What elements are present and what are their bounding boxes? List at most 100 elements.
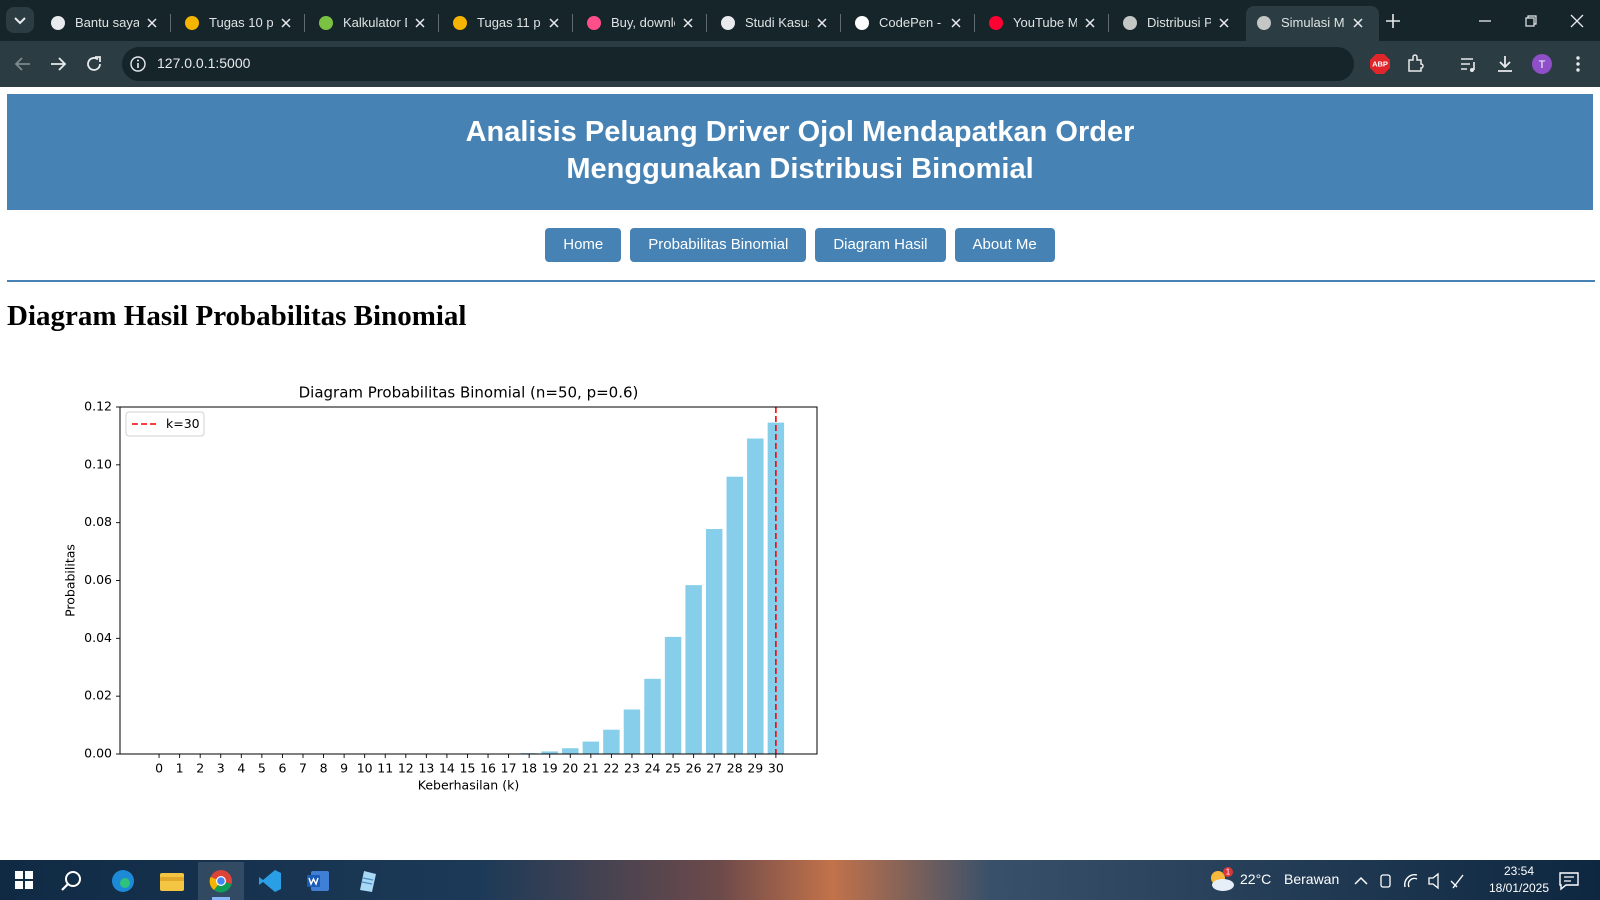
- bar: [562, 748, 579, 754]
- tab-close[interactable]: [146, 17, 158, 29]
- x-tick-label: 13: [418, 761, 434, 776]
- x-tick-label: 12: [398, 761, 414, 776]
- profile-initial: T: [1539, 59, 1546, 71]
- bar: [582, 741, 600, 754]
- browser-tab[interactable]: CodePen - C: [844, 6, 976, 41]
- x-tick-label: 27: [706, 761, 722, 776]
- media-button[interactable]: [1458, 53, 1480, 75]
- close-glyph: [147, 18, 157, 28]
- chrome-icon[interactable]: [198, 862, 244, 900]
- temperature: 22°C: [1240, 871, 1272, 887]
- tab-separator: [572, 14, 573, 32]
- close-window-button[interactable]: [1568, 12, 1586, 30]
- tab-separator: [706, 14, 707, 32]
- system-tray[interactable]: [1353, 871, 1465, 891]
- tab-close[interactable]: [1218, 17, 1230, 29]
- address-bar[interactable]: [122, 47, 1354, 81]
- browser-tab[interactable]: Kalkulator D: [308, 6, 440, 41]
- tab-favicon: [185, 16, 199, 30]
- profile-avatar[interactable]: T: [1530, 52, 1554, 76]
- browser-tab[interactable]: YouTube Mu: [978, 6, 1110, 41]
- x-tick-label: 16: [480, 761, 496, 776]
- extensions-button[interactable]: [1405, 53, 1427, 75]
- minimize-button[interactable]: [1476, 12, 1494, 30]
- x-tick-label: 23: [624, 761, 640, 776]
- x-tick-label: 21: [583, 761, 599, 776]
- notes-icon[interactable]: [354, 868, 380, 894]
- favicon-shape: [1123, 16, 1137, 30]
- x-tick-label: 9: [340, 761, 348, 776]
- close-glyph: [415, 18, 425, 28]
- tab-close[interactable]: [816, 17, 828, 29]
- x-tick-label: 11: [377, 761, 393, 776]
- browser-tab[interactable]: Simulasi Mo: [1246, 6, 1379, 41]
- tab-favicon: [319, 16, 333, 30]
- menu-button[interactable]: [1570, 53, 1586, 75]
- clock-date: 18/01/2025: [1488, 881, 1550, 895]
- edge-icon[interactable]: [110, 868, 136, 894]
- y-tick-label: 0.04: [84, 630, 112, 645]
- browser-tab[interactable]: Tugas 11 pr: [442, 6, 574, 41]
- site-info-icon[interactable]: [129, 55, 147, 73]
- x-tick-label: 30: [768, 761, 784, 776]
- y-tick-label: 0.10: [84, 456, 112, 471]
- tab-separator: [304, 14, 305, 32]
- site-header: Analisis Peluang Driver Ojol Mendapatkan…: [7, 94, 1593, 210]
- word-icon[interactable]: [305, 868, 331, 894]
- x-tick-label: 14: [439, 761, 455, 776]
- explorer-icon[interactable]: [158, 868, 186, 894]
- vscode-icon[interactable]: [257, 868, 283, 894]
- tab-search-button[interactable]: [6, 7, 34, 33]
- start-button[interactable]: [14, 870, 34, 890]
- browser-tab[interactable]: Distribusi P: [1112, 6, 1244, 41]
- browser-tab[interactable]: Studi Kasus: [710, 6, 842, 41]
- nav-button[interactable]: Diagram Hasil: [815, 228, 946, 262]
- tab-close[interactable]: [548, 17, 560, 29]
- x-tick-label: 22: [603, 761, 619, 776]
- tab-close[interactable]: [280, 17, 292, 29]
- tab-close[interactable]: [414, 17, 426, 29]
- tab-close[interactable]: [950, 17, 962, 29]
- adblock-badge: ABP: [1372, 59, 1388, 68]
- x-tick-label: 6: [278, 761, 286, 776]
- tab-title: Tugas 11 pr: [477, 15, 541, 30]
- reload-button[interactable]: [83, 53, 105, 75]
- close-glyph: [951, 18, 961, 28]
- nav-bar: Home Probabilitas Binomial Diagram Hasil Ab…: [0, 228, 1600, 262]
- forward-button[interactable]: [47, 53, 69, 75]
- x-tick-label: 19: [542, 761, 558, 776]
- nav-button[interactable]: Probabilitas Binomial: [630, 228, 807, 262]
- nav-button[interactable]: About Me: [954, 228, 1055, 262]
- tab-separator: [840, 14, 841, 32]
- x-tick-label: 17: [501, 761, 517, 776]
- tab-title: Distribusi P: [1147, 15, 1211, 30]
- tab-close[interactable]: [1084, 17, 1096, 29]
- restore-button[interactable]: [1522, 12, 1540, 30]
- tab-title: Simulasi Mo: [1281, 15, 1345, 30]
- favicon-shape: [989, 16, 1003, 30]
- tab-close[interactable]: [1352, 17, 1364, 29]
- notifications-button[interactable]: [1558, 870, 1580, 892]
- tab-close[interactable]: [682, 17, 694, 29]
- weather-badge: 1: [1226, 868, 1231, 877]
- close-glyph: [683, 18, 693, 28]
- back-button[interactable]: [12, 53, 34, 75]
- browser-tab[interactable]: Tugas 10 pr: [174, 6, 306, 41]
- bar: [623, 709, 641, 754]
- search-button[interactable]: [60, 869, 84, 893]
- tab-favicon: [721, 16, 735, 30]
- web-page: [0, 87, 1600, 860]
- bar: [603, 729, 620, 754]
- download-button[interactable]: [1494, 53, 1516, 75]
- x-tick-label: 10: [357, 761, 373, 776]
- tab-title: YouTube Mu: [1013, 15, 1077, 30]
- x-tick-label: 25: [665, 761, 681, 776]
- axes-frame: [119, 406, 818, 755]
- browser-tab[interactable]: Buy, downlo: [576, 6, 708, 41]
- browser-tab[interactable]: Bantu saya: [40, 6, 172, 41]
- y-tick-label: 0.12: [84, 399, 112, 414]
- nav-button[interactable]: Home: [545, 228, 622, 262]
- adblock-icon[interactable]: ABP: [1369, 52, 1391, 76]
- new-tab-button[interactable]: [1384, 12, 1402, 30]
